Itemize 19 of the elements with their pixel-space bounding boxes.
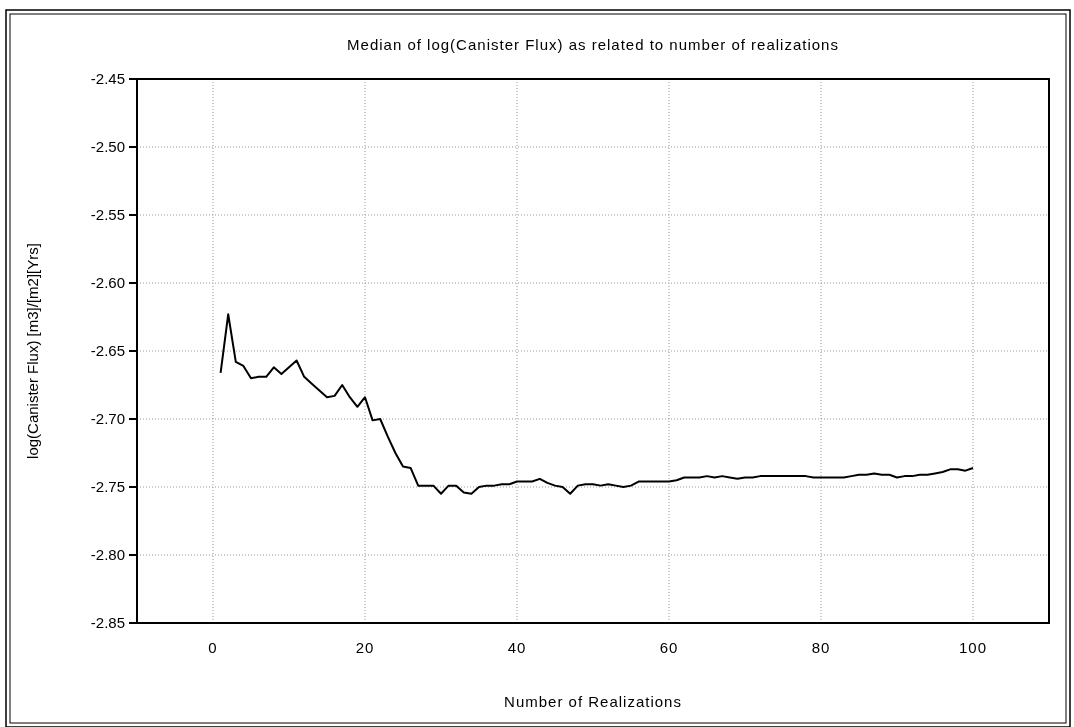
x-tick-label: 100: [958, 639, 988, 656]
line-series: [219, 313, 974, 495]
x-tick-label: 80: [811, 639, 831, 656]
y-tick-label: -2.55: [90, 206, 125, 224]
y-tick-label: -2.45: [90, 70, 125, 88]
y-tick-label: -2.70: [90, 410, 125, 428]
y-tick-label: -2.80: [90, 546, 125, 564]
y-axis-title: log(Canister Flux) [m3]/[m2][Yrs]: [24, 243, 41, 459]
x-tick-label: 0: [208, 639, 218, 656]
y-tick-label: -2.60: [90, 274, 125, 292]
x-tick-label: 20: [355, 639, 375, 656]
y-tick-label: -2.85: [90, 614, 125, 632]
y-tick-label: -2.75: [90, 478, 125, 496]
x-axis-title: Number of Realizations: [504, 693, 682, 710]
x-tick-label: 40: [507, 639, 527, 656]
y-tick-label: -2.50: [90, 138, 125, 156]
x-tick-label: 60: [659, 639, 679, 656]
chart-title: Median of log(Canister Flux) as related to number of realizations: [347, 36, 839, 53]
y-tick-label: -2.65: [90, 342, 125, 360]
